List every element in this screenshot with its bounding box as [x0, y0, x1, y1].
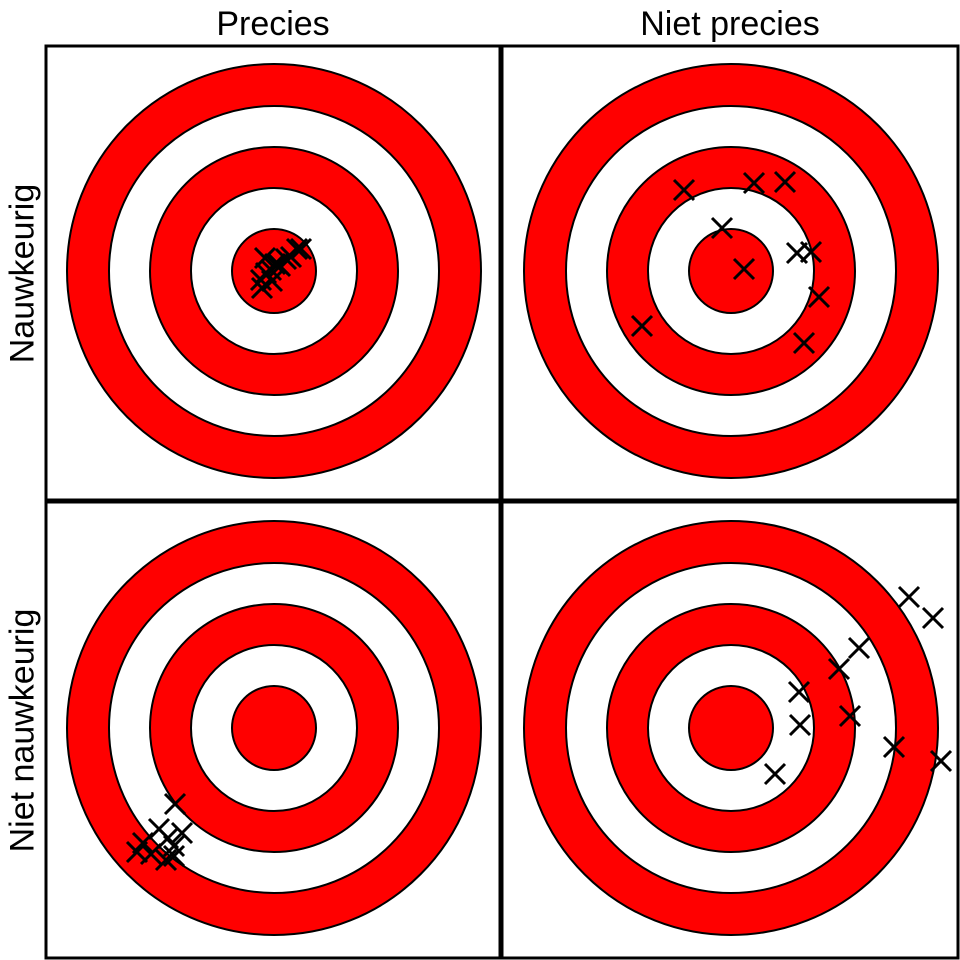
- x-mark-icon: [263, 252, 287, 276]
- bullseye: [231, 685, 317, 771]
- x-mark-icon: [163, 792, 187, 816]
- x-mark-icon: [929, 749, 953, 773]
- x-mark-icon: [266, 252, 290, 276]
- x-mark-icon: [289, 237, 313, 261]
- x-mark-icon: [787, 680, 811, 704]
- x-mark-icon: [162, 834, 186, 858]
- x-mark-icon: [827, 657, 851, 681]
- x-mark-icon: [154, 848, 178, 872]
- x-mark-icon: [799, 240, 823, 264]
- column-title-precise: Precies: [216, 5, 330, 43]
- x-mark-icon: [788, 713, 812, 737]
- target-panel-3: [44, 500, 502, 960]
- x-mark-icon: [630, 314, 654, 338]
- x-mark-icon: [763, 762, 787, 786]
- x-mark-icon: [847, 636, 871, 660]
- bullseye: [688, 228, 774, 314]
- x-mark-icon: [838, 704, 862, 728]
- x-mark-icon: [921, 606, 945, 630]
- bullseye: [688, 685, 774, 771]
- x-mark-icon: [250, 276, 274, 300]
- x-mark-icon: [170, 821, 194, 845]
- x-mark-icon: [742, 171, 766, 195]
- x-mark-icon: [732, 257, 756, 281]
- x-mark-icon: [882, 735, 906, 759]
- x-mark-icon: [285, 237, 309, 261]
- x-mark-icon: [792, 331, 816, 355]
- x-mark-icon: [672, 178, 696, 202]
- target-panel-1: [44, 44, 502, 502]
- target-panel-2: [500, 44, 960, 502]
- x-mark-icon: [897, 585, 921, 609]
- column-title-not-precise: Niet precies: [640, 5, 820, 43]
- target-panel-4: [500, 500, 960, 960]
- x-mark-icon: [807, 285, 831, 309]
- x-mark-icon: [773, 170, 797, 194]
- x-mark-icon: [710, 216, 734, 240]
